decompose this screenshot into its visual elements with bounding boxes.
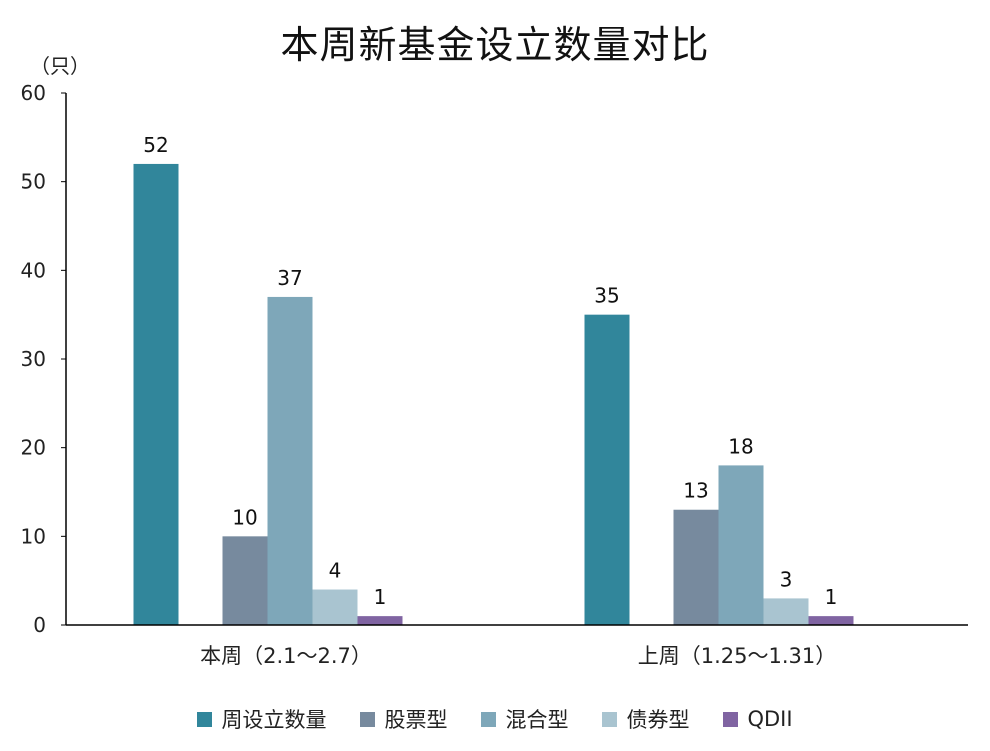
legend-item-2: 混合型: [481, 704, 568, 734]
legend-item-0: 周设立数量: [197, 704, 326, 734]
legend-label-2: 混合型: [505, 708, 569, 732]
legend-item-3: 债券型: [602, 704, 689, 734]
y-axis-unit: （只）: [30, 54, 90, 78]
legend-swatch-1: [360, 711, 376, 727]
bar-3-0: [312, 589, 358, 625]
data-label-4-0: 1: [374, 585, 387, 609]
legend-label-0: 周设立数量: [221, 708, 327, 732]
bar-0-0: [133, 163, 179, 625]
bar-1-1: [673, 509, 719, 625]
bar-4-1: [808, 616, 854, 625]
x-tick-label-1: 上周（1.25～1.31）: [638, 644, 837, 668]
legend: 周设立数量 股票型 混合型 债券型 QDII: [0, 704, 990, 734]
bar-1-0: [222, 536, 268, 625]
legend-swatch-3: [602, 711, 618, 727]
bar-2-0: [267, 296, 313, 625]
bar-3-1: [763, 598, 809, 625]
bar-4-0: [357, 616, 403, 625]
y-tick-label-1: 10: [21, 524, 46, 548]
y-tick-label-4: 40: [21, 258, 46, 282]
y-tick-label-6: 60: [21, 81, 46, 105]
x-tick-label-0: 本周（2.1～2.7）: [200, 644, 372, 668]
legend-swatch-2: [481, 711, 497, 727]
data-label-3-1: 3: [780, 567, 793, 591]
y-tick-label-0: 0: [33, 613, 46, 637]
data-label-0-1: 35: [594, 284, 619, 308]
legend-label-3: 债券型: [626, 708, 690, 732]
legend-swatch-0: [197, 711, 213, 727]
legend-label-1: 股票型: [384, 708, 448, 732]
bar-2-1: [718, 465, 764, 625]
legend-swatch-4: [723, 711, 739, 727]
data-label-1-1: 13: [683, 479, 708, 503]
data-label-2-1: 18: [728, 434, 753, 458]
data-label-3-0: 4: [329, 559, 342, 583]
legend-item-1: 股票型: [360, 704, 447, 734]
data-label-4-1: 1: [825, 585, 838, 609]
legend-label-4: QDII: [747, 707, 793, 731]
bar-chart: 0 10 20 30 40 50 60 52 35 10 13 37 18 4 3 1 1 本周（2.1～2.7）…: [21, 81, 968, 668]
y-tick-label-5: 50: [21, 170, 46, 194]
y-tick-label-3: 30: [21, 347, 46, 371]
data-label-0-0: 52: [143, 133, 168, 157]
legend-item-4: QDII: [723, 704, 793, 734]
y-tick-label-2: 20: [21, 436, 46, 460]
data-label-1-0: 10: [232, 505, 257, 529]
data-label-2-0: 37: [277, 266, 302, 290]
chart-title: 本周新基金设立数量对比: [280, 23, 710, 67]
bar-0-1: [584, 314, 630, 625]
